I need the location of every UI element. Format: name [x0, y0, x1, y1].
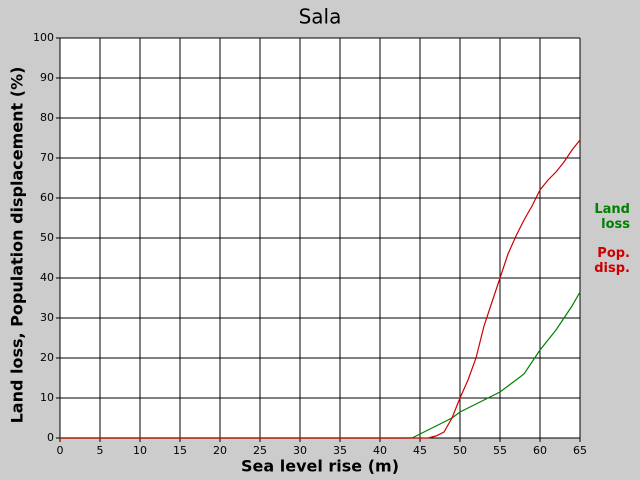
y-tick-label: 30 — [40, 311, 54, 324]
series-line — [60, 291, 581, 439]
chart-title: Sala — [299, 5, 342, 29]
x-tick-label: 65 — [573, 444, 587, 457]
legend-land-loss: Land loss — [594, 202, 630, 232]
x-tick-label: 45 — [413, 444, 427, 457]
y-tick-label: 10 — [40, 391, 54, 404]
x-tick-label: 50 — [453, 444, 467, 457]
legend-pop-disp: Pop. disp. — [594, 246, 630, 276]
y-tick-label: 60 — [40, 191, 54, 204]
x-tick-label: 10 — [133, 444, 147, 457]
x-tick-label: 15 — [173, 444, 187, 457]
x-tick-label: 55 — [493, 444, 507, 457]
x-tick-label: 40 — [373, 444, 387, 457]
y-tick-label: 100 — [33, 31, 54, 44]
y-tick-label: 50 — [40, 231, 54, 244]
x-tick-label: 35 — [333, 444, 347, 457]
x-tick-label: 60 — [533, 444, 547, 457]
x-tick-label: 0 — [57, 444, 64, 457]
y-tick-label: 40 — [40, 271, 54, 284]
x-tick-label: 20 — [213, 444, 227, 457]
y-tick-label: 80 — [40, 111, 54, 124]
x-tick-label: 25 — [253, 444, 267, 457]
y-tick-label: 70 — [40, 151, 54, 164]
y-tick-label: 90 — [40, 71, 54, 84]
x-tick-label: 5 — [97, 444, 104, 457]
y-tick-label: 0 — [47, 431, 54, 444]
y-axis-label: Land loss, Population displacement (%) — [8, 67, 27, 424]
x-tick-label: 30 — [293, 444, 307, 457]
x-axis-label: Sea level rise (m) — [241, 457, 399, 476]
y-tick-label: 20 — [40, 351, 54, 364]
series-line — [60, 139, 581, 439]
